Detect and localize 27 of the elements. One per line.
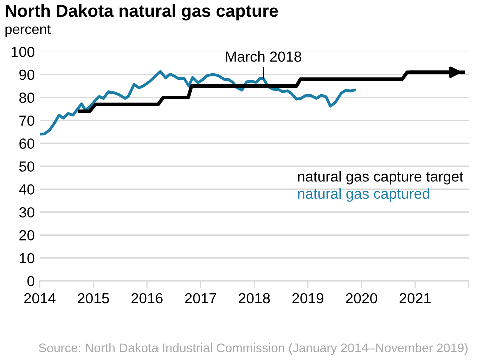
y-tick-label: 70 <box>20 116 35 126</box>
annotation: March 2018 <box>226 51 302 62</box>
y-axis-title: percent <box>6 25 52 38</box>
text: natural gas capture target <box>298 171 464 185</box>
y-tick-label: 40 <box>19 184 35 195</box>
line-series <box>40 70 356 136</box>
x-tick-label: 2020 <box>346 293 378 304</box>
text: natural gas captured <box>298 188 430 202</box>
x-tick-label: 2017 <box>185 293 216 304</box>
y-tick-label: 60 <box>20 138 35 149</box>
x-tick-label: 2014 <box>24 293 56 304</box>
x-tick-label: 2021 <box>400 293 431 304</box>
x-tick-label: 2016 <box>132 293 163 304</box>
y-tick-label: 30 <box>19 207 35 218</box>
x-tick-label: 2019 <box>292 293 324 304</box>
line-series <box>78 70 466 114</box>
y-tick-label: 80 <box>20 92 35 104</box>
y-tick-label: 50 <box>20 162 35 172</box>
y-tick-label: 10 <box>20 253 35 264</box>
y-tick-label: 90 <box>20 70 35 80</box>
chart-title: North Dakota natural gas capture <box>6 4 278 21</box>
y-tick-label: 100 <box>12 46 35 58</box>
source-note: Source: North Dakota Industrial Commission (January 2014–November 2019) <box>39 343 468 356</box>
x-tick-label: 2015 <box>78 293 110 304</box>
y-tick-label: 0 <box>28 276 35 287</box>
y-tick-label: 20 <box>20 230 35 241</box>
x-tick-label: 2018 <box>239 293 270 304</box>
